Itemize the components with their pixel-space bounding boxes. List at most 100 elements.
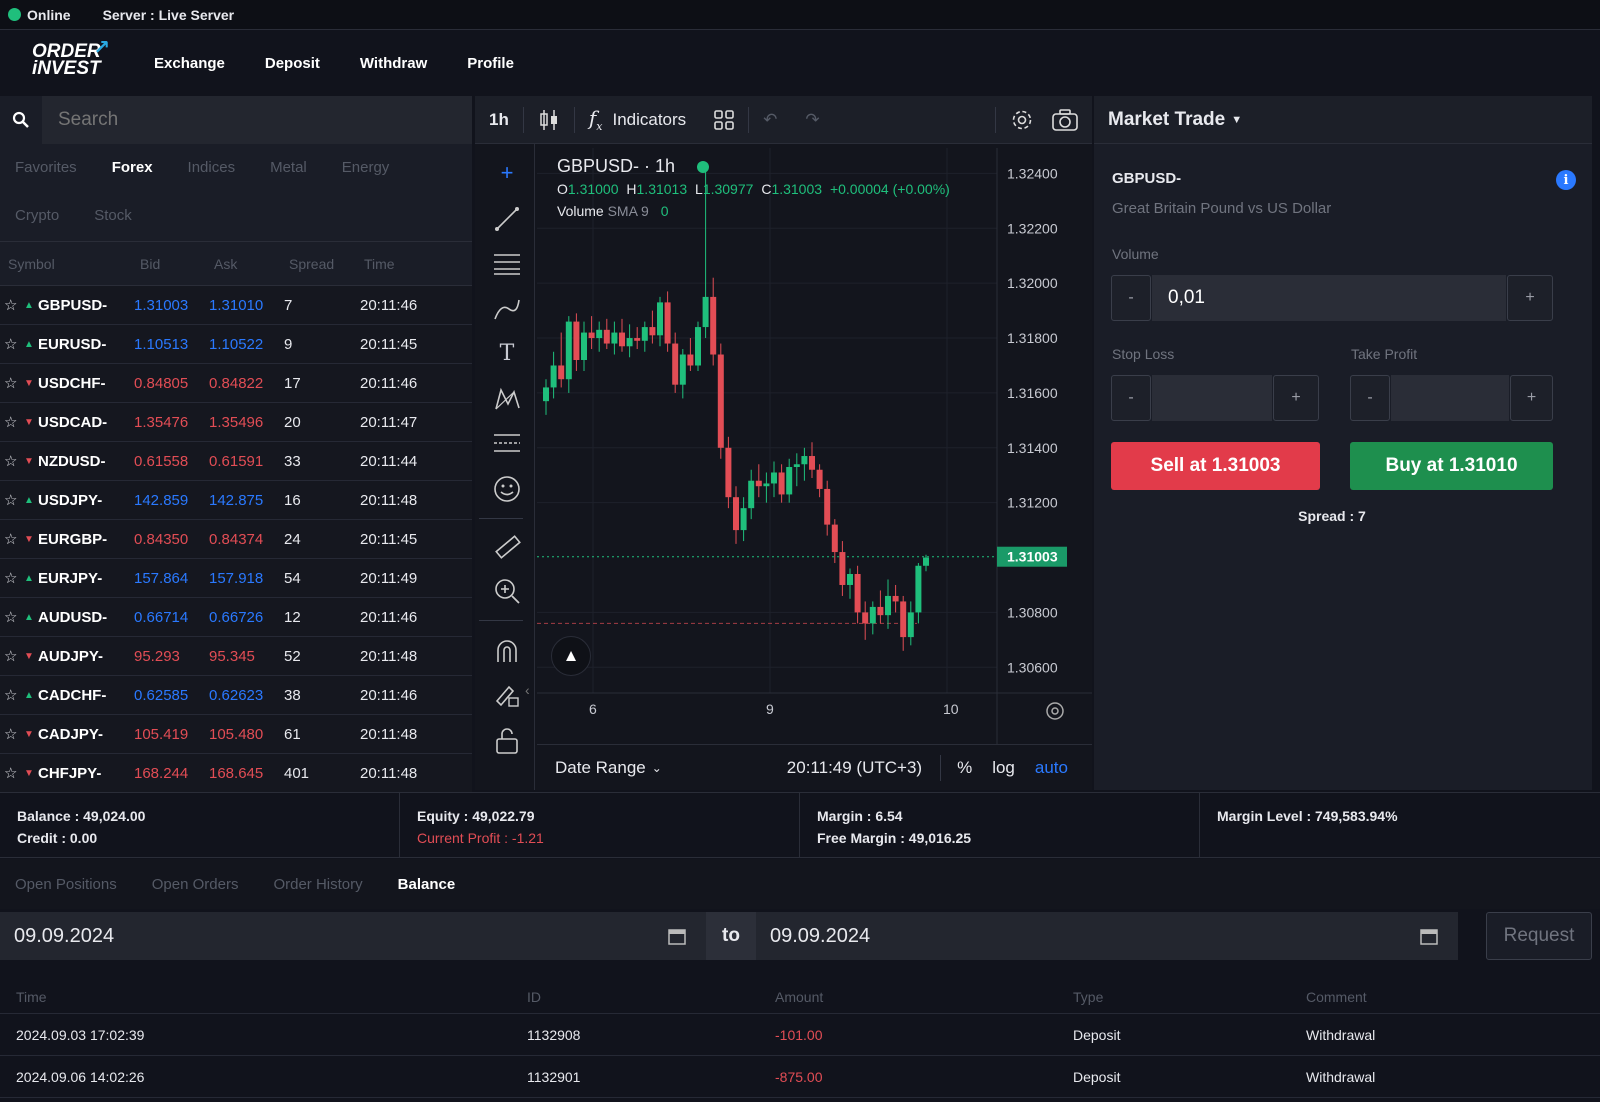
- watchlist-row[interactable]: ☆ ▼ CADJPY- 105.419 105.480 61 20:11:48: [0, 715, 472, 754]
- emoji-icon[interactable]: [492, 474, 522, 504]
- axis-settings-icon[interactable]: [1044, 700, 1066, 722]
- auto-toggle[interactable]: auto: [1034, 757, 1068, 777]
- category-tab-indices[interactable]: Indices: [187, 159, 236, 176]
- indicators-button[interactable]: fx Indicators: [575, 96, 700, 144]
- crosshair-icon[interactable]: +: [500, 160, 514, 185]
- volume-decrease-button[interactable]: -: [1111, 275, 1151, 321]
- nav-deposit[interactable]: Deposit: [264, 54, 320, 72]
- watchlist-row[interactable]: ☆ ▼ USDCAD- 1.35476 1.35496 20 20:11:47: [0, 403, 472, 442]
- category-tab-stock[interactable]: Stock: [94, 207, 132, 224]
- redo-icon[interactable]: ↷: [805, 109, 820, 129]
- candle-body: [793, 464, 800, 467]
- favorite-star-icon[interactable]: ☆: [4, 726, 18, 743]
- watchlist-row[interactable]: ☆ ▲ EURJPY- 157.864 157.918 54 20:11:49: [0, 559, 472, 598]
- category-tab-energy[interactable]: Energy: [341, 159, 390, 176]
- fib-lines-icon[interactable]: [492, 428, 522, 458]
- watchlist-row[interactable]: ☆ ▲ GBPUSD- 1.31003 1.31010 7 20:11:46: [0, 286, 472, 325]
- search-icon[interactable]: [0, 96, 42, 144]
- watchlist-row[interactable]: ☆ ▼ USDCHF- 0.84805 0.84822 17 20:11:46: [0, 364, 472, 403]
- to-date-field[interactable]: 09.09.2024: [756, 912, 1458, 960]
- stop-loss-decrease-button[interactable]: -: [1111, 375, 1151, 421]
- watchlist-row[interactable]: ☆ ▼ CHFJPY- 168.244 168.645 401 20:11:48: [0, 754, 472, 793]
- calendar-icon[interactable]: [1420, 927, 1438, 951]
- ruler-icon[interactable]: [492, 532, 522, 562]
- table-row[interactable]: 2024.09.03 17:02:39 1132908 -101.00 Deposit…: [0, 1014, 1600, 1056]
- watchlist-row[interactable]: ☆ ▼ EURGBP- 0.84350 0.84374 24 20:11:45: [0, 520, 472, 559]
- favorite-star-icon[interactable]: ☆: [4, 531, 18, 548]
- interval-button[interactable]: 1h: [489, 109, 509, 129]
- favorite-star-icon[interactable]: ☆: [4, 492, 18, 509]
- category-tab-forex[interactable]: Forex: [111, 159, 153, 176]
- favorite-star-icon[interactable]: ☆: [4, 336, 18, 353]
- camera-icon[interactable]: [1048, 96, 1092, 144]
- favorite-star-icon[interactable]: ☆: [4, 648, 18, 665]
- candle-body: [581, 332, 587, 360]
- chart-clock[interactable]: 20:11:49 (UTC+3): [786, 757, 923, 777]
- price-chart[interactable]: 1.32400 1.32200 1.32000 1.31800 1.31600 1.314…: [537, 148, 1092, 744]
- watchlist-row[interactable]: ☆ ▲ EURUSD- 1.10513 1.10522 9 20:11:45: [0, 325, 472, 364]
- category-tab-crypto[interactable]: Crypto: [15, 207, 60, 224]
- market-trade-dropdown[interactable]: Market Trade ▼: [1094, 96, 1592, 144]
- volume-increase-button[interactable]: +: [1507, 275, 1553, 321]
- take-profit-increase-button[interactable]: +: [1510, 375, 1553, 421]
- chart-bottom-controls: Date Range ⌄ 20:11:49 (UTC+3) % log auto: [537, 744, 1092, 790]
- calendar-icon[interactable]: [668, 927, 686, 951]
- candle-type-icon[interactable]: [524, 96, 574, 144]
- request-button[interactable]: Request: [1486, 912, 1592, 960]
- tab-balance[interactable]: Balance: [397, 875, 456, 893]
- search-input[interactable]: [42, 96, 472, 144]
- collapse-toolbar-icon[interactable]: ‹: [525, 682, 530, 698]
- nav-withdraw[interactable]: Withdraw: [359, 54, 428, 72]
- watchlist-row[interactable]: ☆ ▲ AUDUSD- 0.66714 0.66726 12 20:11:46: [0, 598, 472, 637]
- horizontal-lines-icon[interactable]: [492, 248, 522, 278]
- watchlist-row[interactable]: ☆ ▲ USDJPY- 142.859 142.875 16 20:11:48: [0, 481, 472, 520]
- stop-loss-input[interactable]: [1152, 375, 1272, 421]
- watchlist-row[interactable]: ☆ ▼ NZDUSD- 0.61558 0.61591 33 20:11:44: [0, 442, 472, 481]
- percent-toggle[interactable]: %: [957, 757, 973, 777]
- take-profit-decrease-button[interactable]: -: [1350, 375, 1390, 421]
- favorite-star-icon[interactable]: ☆: [4, 453, 18, 470]
- nav-exchange[interactable]: Exchange: [154, 54, 225, 72]
- brush-icon[interactable]: [492, 294, 522, 324]
- favorite-star-icon[interactable]: ☆: [4, 414, 18, 431]
- favorite-star-icon[interactable]: ☆: [4, 765, 18, 782]
- watchlist-row[interactable]: ☆ ▼ AUDJPY- 95.293 95.345 52 20:11:48: [0, 637, 472, 676]
- watchlist-row[interactable]: ☆ ▲ CADCHF- 0.62585 0.62623 38 20:11:46: [0, 676, 472, 715]
- favorite-star-icon[interactable]: ☆: [4, 609, 18, 626]
- table-row[interactable]: 2024.09.06 14:02:26 1132901 -875.00 Deposit…: [0, 1056, 1600, 1098]
- unlock-icon[interactable]: [492, 726, 522, 756]
- magnet-icon[interactable]: [492, 636, 522, 666]
- category-tab-metal[interactable]: Metal: [270, 159, 307, 176]
- favorite-star-icon[interactable]: ☆: [4, 687, 18, 704]
- lock-drawing-icon[interactable]: [492, 680, 522, 710]
- order-invest-logo[interactable]: ORDER iNVEST ↗: [32, 38, 110, 83]
- tab-open-positions[interactable]: Open Positions: [15, 875, 117, 893]
- stop-loss-increase-button[interactable]: +: [1273, 375, 1319, 421]
- sell-button[interactable]: Sell at 1.31003: [1111, 442, 1320, 490]
- take-profit-input[interactable]: [1391, 375, 1509, 421]
- favorite-star-icon[interactable]: ☆: [4, 375, 18, 392]
- tab-order-history[interactable]: Order History: [273, 875, 363, 893]
- zoom-in-icon[interactable]: [492, 576, 522, 606]
- buy-button[interactable]: Buy at 1.31010: [1350, 442, 1553, 490]
- candle-body: [748, 480, 755, 509]
- nav-profile[interactable]: Profile: [467, 54, 514, 72]
- log-toggle[interactable]: log: [992, 757, 1015, 777]
- settings-gear-icon[interactable]: [996, 96, 1048, 144]
- pattern-icon[interactable]: [492, 384, 522, 414]
- layout-grid-icon[interactable]: [700, 96, 748, 144]
- candle-body: [786, 467, 793, 495]
- tradingview-logo[interactable]: ▲: [551, 636, 591, 676]
- tab-open-orders[interactable]: Open Orders: [151, 875, 239, 893]
- text-tool-icon[interactable]: T: [499, 340, 515, 366]
- date-range-button[interactable]: Date Range ⌄: [555, 758, 662, 778]
- undo-icon[interactable]: ↶: [763, 109, 778, 129]
- trend-line-icon[interactable]: [492, 204, 522, 234]
- logo-arrow-icon: ↗: [93, 37, 110, 59]
- favorite-star-icon[interactable]: ☆: [4, 570, 18, 587]
- category-tab-favorites[interactable]: Favorites: [15, 159, 77, 176]
- info-icon[interactable]: i: [1556, 170, 1576, 190]
- from-date-field[interactable]: 09.09.2024: [0, 912, 706, 960]
- favorite-star-icon[interactable]: ☆: [4, 297, 18, 314]
- volume-input[interactable]: 0,01: [1152, 275, 1506, 321]
